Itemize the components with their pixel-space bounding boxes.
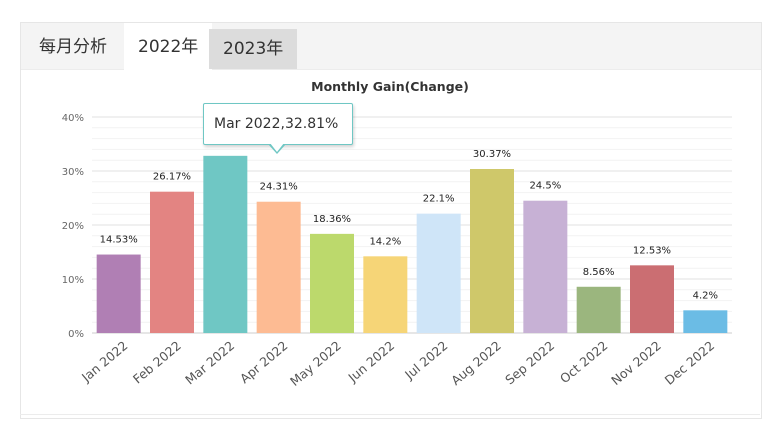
x-tick-label: Jul 2022: [401, 338, 450, 383]
data-label: 22.1%: [423, 194, 455, 205]
bar: [150, 191, 194, 333]
bar: [683, 310, 728, 333]
data-label: 30.37%: [473, 149, 511, 160]
data-label: 12.53%: [633, 245, 671, 256]
y-tick-label: 40%: [62, 113, 84, 124]
y-tick-label: 30%: [62, 167, 84, 178]
bar: [96, 254, 141, 333]
data-label: 4.2%: [693, 290, 718, 301]
x-tick-label: Feb 2022: [130, 338, 184, 387]
bar: [363, 256, 408, 333]
data-label: 18.36%: [313, 214, 351, 225]
x-tick-label: Oct 2022: [557, 338, 611, 386]
bar: [256, 201, 301, 333]
x-tick-label: Nov 2022: [608, 338, 664, 388]
x-tick-label: May 2022: [287, 338, 344, 389]
chart-tooltip: Mar 2022,32.81%: [203, 103, 353, 145]
bar: [416, 213, 461, 333]
bar: [576, 286, 621, 333]
bar: [630, 265, 674, 333]
data-label: 24.5%: [529, 181, 561, 192]
data-label: 8.56%: [583, 267, 615, 278]
data-label: 24.31%: [260, 182, 298, 193]
tab-2023[interactable]: 2023年: [209, 29, 298, 69]
chart-title: Monthly Gain(Change): [311, 79, 469, 94]
monthly-analysis-panel: 每月分析 2022年 2023年: [20, 22, 762, 419]
tab-bar: 每月分析 2022年 2023年: [21, 23, 761, 70]
x-tick-label: Mar 2022: [182, 338, 237, 388]
y-tick-label: 0%: [68, 329, 84, 340]
x-tick-label: Sep 2022: [502, 338, 557, 388]
y-tick-label: 20%: [62, 221, 84, 232]
x-tick-label: Aug 2022: [448, 338, 504, 388]
bar: [523, 200, 568, 333]
tab-monthly-analysis-label: 每月分析: [39, 37, 107, 57]
bar: [310, 233, 354, 333]
y-tick-label: 10%: [62, 275, 84, 286]
x-tick-label: Jun 2022: [344, 338, 397, 386]
bar: [470, 169, 514, 333]
bar: [203, 155, 248, 333]
tooltip-arrow-fill: [270, 143, 284, 152]
x-tick-label: Apr 2022: [237, 338, 291, 386]
x-tick-label: Jan 2022: [78, 338, 131, 386]
data-label: 26.17%: [153, 172, 191, 183]
data-label: 14.2%: [369, 236, 401, 247]
data-label: 14.53%: [100, 235, 138, 246]
panel-divider: [20, 414, 760, 415]
tab-2022[interactable]: 2022年: [124, 23, 213, 70]
x-tick-label: Dec 2022: [662, 338, 718, 388]
